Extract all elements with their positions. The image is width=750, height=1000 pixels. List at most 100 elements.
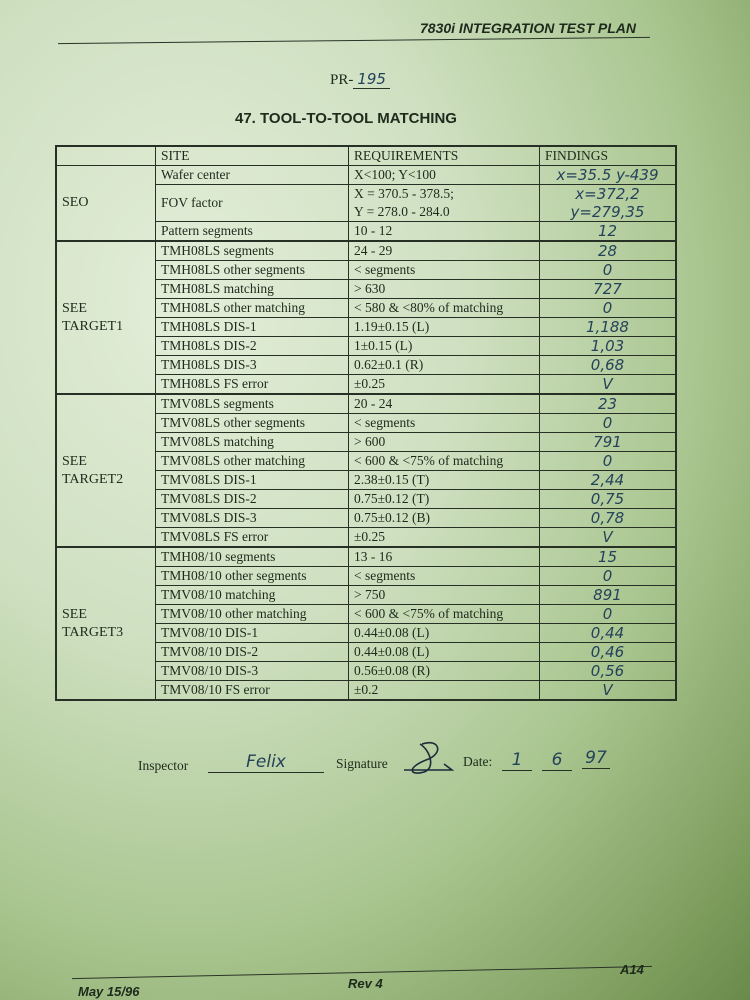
finding-cell: 2,44 <box>539 470 677 490</box>
pr-number: PR- 195 <box>330 70 390 89</box>
table-row: Pattern segments 10 - 12 12 <box>56 221 677 242</box>
footer-page: A14 <box>620 962 644 977</box>
finding-cell: 0,75 <box>539 489 677 509</box>
table-row: TMV08/10 DIS-3 0.56±0.08 (R) 0,56 <box>56 661 677 681</box>
site-cell: TMV08LS other segments <box>155 413 349 433</box>
site-cell: TMH08LS FS error <box>155 374 349 395</box>
requirement-cell: > 750 <box>348 585 540 605</box>
requirement-cell: ±0.25 <box>348 527 540 548</box>
document-header-title: 7830i INTEGRATION TEST PLAN <box>420 20 636 36</box>
requirement-cell: X<100; Y<100 <box>348 165 540 185</box>
column-header-group <box>55 145 156 166</box>
site-cell: TMH08/10 other segments <box>155 566 349 586</box>
finding-cell: 23 <box>539 393 677 414</box>
site-cell: Pattern segments <box>155 221 349 242</box>
requirement-cell: < 580 & <80% of matching <box>348 298 540 318</box>
finding-cell: V <box>539 374 677 395</box>
signoff-line: Inspector Felix Signature Date: 1 6 97 <box>138 741 658 778</box>
header-rule <box>58 36 650 45</box>
site-cell: TMV08LS DIS-1 <box>155 470 349 490</box>
group-label: SEE TARGET1 <box>55 240 156 395</box>
requirement-cell: 0.44±0.08 (L) <box>348 642 540 662</box>
finding-cell: 0 <box>539 451 677 471</box>
requirement-cell: 0.75±0.12 (T) <box>348 489 540 509</box>
requirement-cell: 13 - 16 <box>348 546 540 567</box>
finding-cell: 0 <box>539 260 677 280</box>
finding-cell: 727 <box>539 279 677 299</box>
requirement-cell: X = 370.5 - 378.5; Y = 278.0 - 284.0 <box>348 184 540 222</box>
group-label: SEE TARGET3 <box>55 546 156 701</box>
table-row: TMH08LS other matching < 580 & <80% of ma… <box>56 298 677 318</box>
finding-cell: 1,03 <box>539 336 677 356</box>
table-row: TMV08LS matching > 600 791 <box>56 432 677 452</box>
requirement-cell: < segments <box>348 413 540 433</box>
table-row: TMH08LS DIS-3 0.62±0.1 (R) 0,68 <box>56 355 677 375</box>
site-cell: TMV08/10 DIS-2 <box>155 642 349 662</box>
finding-cell: 28 <box>539 240 677 261</box>
requirement-cell: 2.38±0.15 (T) <box>348 470 540 490</box>
site-cell: FOV factor <box>155 184 349 222</box>
footer-date: May 15/96 <box>78 984 140 999</box>
table-row: TMV08/10 DIS-1 0.44±0.08 (L) 0,44 <box>56 623 677 643</box>
table-row: TMV08/10 DIS-2 0.44±0.08 (L) 0,46 <box>56 642 677 662</box>
finding-cell: 1,188 <box>539 317 677 337</box>
table-row: TMH08LS DIS-1 1.19±0.15 (L) 1,188 <box>56 317 677 337</box>
finding-cell: 0 <box>539 566 677 586</box>
table-row: TMV08LS DIS-1 2.38±0.15 (T) 2,44 <box>56 470 677 490</box>
table-row: SEE TARGET1 TMH08LS segments 24 - 29 28 <box>55 240 677 395</box>
site-cell: TMV08LS matching <box>155 432 349 452</box>
table-row: SEE TARGET2 TMV08LS segments 20 - 24 23 <box>55 393 677 548</box>
date-day: 1 <box>502 750 532 771</box>
site-cell: TMV08LS other matching <box>155 451 349 471</box>
table-row: FOV factor X = 370.5 - 378.5; Y = 278.0 -… <box>56 184 677 222</box>
requirement-cell: < segments <box>348 566 540 586</box>
requirement-cell: < segments <box>348 260 540 280</box>
site-cell: TMV08/10 DIS-3 <box>155 661 349 681</box>
finding-cell: 791 <box>539 432 677 452</box>
requirement-cell: < 600 & <75% of matching <box>348 451 540 471</box>
table-header-row: SITE REQUIREMENTS FINDINGS <box>55 145 677 166</box>
date-year: 97 <box>582 748 610 769</box>
requirement-cell: 0.62±0.1 (R) <box>348 355 540 375</box>
requirement-cell: 0.56±0.08 (R) <box>348 661 540 681</box>
table-row: TMH08LS FS error ±0.25 V <box>56 374 677 395</box>
table-row: TMV08LS DIS-2 0.75±0.12 (T) 0,75 <box>56 489 677 509</box>
matching-table: SITE REQUIREMENTS FINDINGS SEO Wafer cent… <box>55 145 677 701</box>
finding-cell: 891 <box>539 585 677 605</box>
site-cell: TMH08LS other segments <box>155 260 349 280</box>
site-cell: TMH08LS DIS-3 <box>155 355 349 375</box>
requirement-cell: 10 - 12 <box>348 221 540 242</box>
requirement-cell: 1±0.15 (L) <box>348 336 540 356</box>
site-cell: TMH08LS DIS-2 <box>155 336 349 356</box>
requirement-cell: 0.75±0.12 (B) <box>348 508 540 528</box>
site-cell: TMH08/10 segments <box>155 546 349 567</box>
inspector-label: Inspector <box>138 758 189 773</box>
site-cell: TMH08LS segments <box>155 240 349 261</box>
finding-cell: x=372,2 y=279,35 <box>539 184 677 222</box>
pr-handwritten-number: 195 <box>353 70 390 89</box>
finding-cell: 0,44 <box>539 623 677 643</box>
finding-cell: x=35.5 y-439 <box>539 165 677 185</box>
date-label: Date: <box>463 754 493 769</box>
requirement-cell: 20 - 24 <box>348 393 540 414</box>
pr-prefix: PR- <box>330 72 354 88</box>
table-row: TMV08/10 FS error ±0.2 V <box>56 680 677 701</box>
requirement-cell: 1.19±0.15 (L) <box>348 317 540 337</box>
requirement-cell: 24 - 29 <box>348 240 540 261</box>
requirement-cell: 0.44±0.08 (L) <box>348 623 540 643</box>
site-cell: TMH08LS other matching <box>155 298 349 318</box>
section-title: 47. TOOL-TO-TOOL MATCHING <box>235 110 457 127</box>
table-row: SEE TARGET3 TMH08/10 segments 13 - 16 15 <box>55 546 677 701</box>
group-label: SEE TARGET2 <box>55 393 156 548</box>
site-cell: TMV08/10 other matching <box>155 604 349 624</box>
site-cell: TMV08LS DIS-2 <box>155 489 349 509</box>
column-header-site: SITE <box>155 145 349 166</box>
site-cell: TMV08LS DIS-3 <box>155 508 349 528</box>
requirement-cell: ±0.2 <box>348 680 540 701</box>
column-header-requirements: REQUIREMENTS <box>348 145 540 166</box>
table-row: SEO Wafer center X<100; Y<100 x=35.5 y-439 <box>55 165 677 242</box>
requirement-cell: ±0.25 <box>348 374 540 395</box>
table-body: SEO Wafer center X<100; Y<100 x=35.5 y-439 F… <box>55 165 677 701</box>
site-cell: TMH08LS DIS-1 <box>155 317 349 337</box>
requirement-cell: > 630 <box>348 279 540 299</box>
